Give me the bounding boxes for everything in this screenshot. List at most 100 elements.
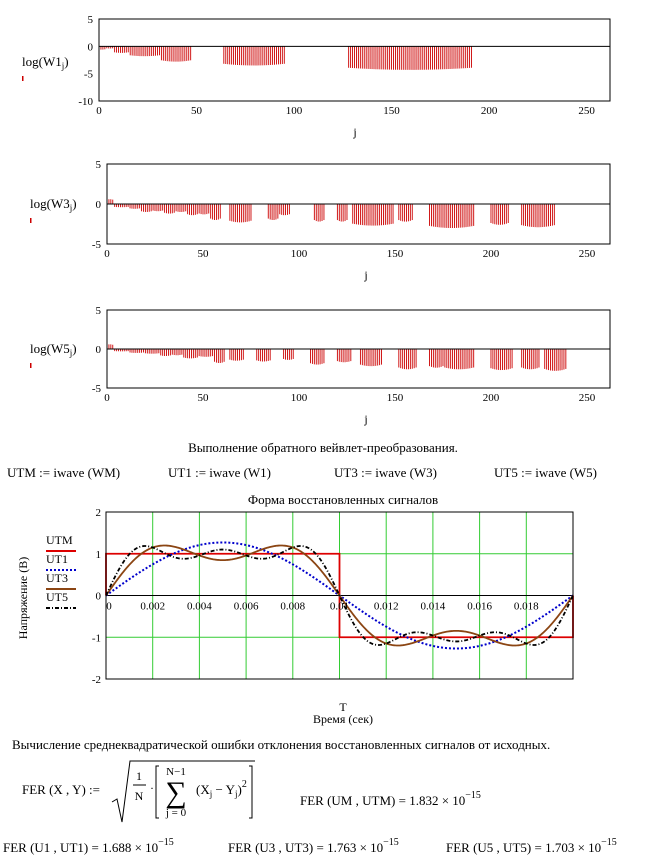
signals-y-ticks: 2 1 0 -1 -2 [92, 507, 102, 686]
x-tick-label: 250 [578, 105, 595, 117]
chart-w1: 50-5-10 0 50 100 150 200 250 log(W1j) j [22, 14, 611, 139]
w5-y-ticks: 5 0 -5 [92, 305, 102, 395]
assign-ut1: UT1 := iwave (W1) [168, 465, 272, 480]
w1-ylabel: log(W1j) [22, 54, 69, 71]
fer-result-u1: FER (U1 , UT1) = 1.688 × 10−15 [3, 837, 174, 855]
y-tick-label: 0 [96, 344, 102, 356]
fer-results: FER (U1 , UT1) = 1.688 × 10−15 FER (U3 ,… [3, 837, 617, 855]
x-tick-label: 200 [481, 105, 498, 117]
x-tick-label: 0.008 [280, 601, 305, 613]
fer-bracket-left [155, 765, 159, 819]
heading-inverse: Выполнение обратного вейвлет-преобразова… [188, 440, 458, 455]
y-tick-label: 0 [88, 41, 94, 53]
w5-xlabel: j [363, 412, 367, 426]
sqrt-sign [111, 760, 255, 823]
fer-sum-body: (Xj − Yj)2 [196, 779, 247, 799]
series-line-ut5 [105, 545, 574, 646]
w5-bars [106, 344, 567, 371]
x-tick-label: 0.004 [187, 601, 212, 613]
legend-label-ut3: UT3 [46, 571, 68, 585]
y-tick-label: 0 [96, 591, 102, 603]
w1-y-ticks: 5 0 -5 -10 [78, 14, 93, 108]
legend-label-ut1: UT1 [46, 552, 68, 566]
y-tick-label: -2 [92, 674, 101, 686]
x-tick-label: 150 [387, 392, 404, 404]
w3-ylabel: log(W3j) [30, 196, 77, 213]
assign-ut5: UT5 := iwave (W5) [494, 465, 598, 480]
x-tick-label: 250 [579, 248, 596, 260]
assign-utm: UTM := iwave (WM) [7, 465, 121, 480]
w1-plot-frame [98, 18, 611, 102]
chart-signals: Форма восстановленных сигналов 2 1 0 -1 -2 0… [16, 492, 574, 726]
fer-result-um: FER (UM , UTM) = 1.832 × 10−15 [300, 790, 481, 808]
y-tick-label: 0 [96, 199, 102, 211]
x-tick-label: 0 [104, 392, 110, 404]
fer-sum-upper: N−1 [166, 766, 186, 778]
x-tick-label: 0.012 [374, 601, 399, 613]
fer-sum-sign: ∑ [165, 776, 186, 809]
w5-ylabel: log(W5j) [30, 341, 77, 358]
w1-x-ticks: 0 50 100 150 200 250 [96, 105, 595, 117]
w3-ylabel-marker [30, 218, 32, 223]
x-tick-label: 0 [104, 248, 110, 260]
chart-w3: 50-5 0 50 100 150 200 250 log(W3j) j [30, 159, 611, 282]
x-tick-label: 200 [483, 392, 500, 404]
x-tick-label: 0.016 [467, 601, 492, 613]
w5-ylabel-marker [30, 363, 32, 368]
fer-result-u3: FER (U3 , UT3) = 1.763 × 10−15 [228, 837, 399, 855]
legend-label-utm: UTM [46, 533, 73, 547]
signals-xlabel: Время (сек) [313, 712, 373, 726]
y-tick-label: -5 [92, 383, 102, 395]
x-tick-label: 0.002 [140, 601, 165, 613]
x-tick-label: 250 [579, 392, 596, 404]
y-tick-label: 5 [96, 159, 102, 171]
w3-bars [106, 199, 555, 228]
w3-x-ticks: 0 50 100 150 200 250 [104, 248, 595, 260]
y-tick-label: 2 [96, 507, 102, 519]
y-tick-label: -5 [92, 239, 102, 251]
signals-legend: UTM UT1 UT3 UT5 [46, 533, 76, 609]
w3-y-ticks: 5 0 -5 [92, 159, 102, 251]
signals-title: Форма восстановленных сигналов [248, 492, 438, 507]
y-tick-label: 5 [88, 14, 94, 26]
y-tick-label: -10 [78, 96, 93, 108]
x-tick-label: 0 [106, 601, 112, 613]
assign-ut3: UT3 := iwave (W3) [334, 465, 438, 480]
fer-frac-num: 1 [136, 769, 142, 783]
x-tick-label: 150 [387, 248, 404, 260]
y-tick-label: 1 [96, 549, 102, 561]
fer-result-u5: FER (U5 , UT5) = 1.703 × 10−15 [446, 837, 617, 855]
chart-w5: 50-5 0 50 100 150 200 250 log(W5j) j [30, 305, 611, 426]
x-tick-label: 0 [96, 105, 102, 117]
x-tick-label: 50 [191, 105, 203, 117]
w1-ylabel-marker [22, 76, 24, 81]
w3-xlabel: j [363, 268, 367, 282]
y-tick-label: -1 [92, 632, 101, 644]
fer-bracket-right [249, 765, 253, 819]
x-tick-label: 100 [286, 105, 303, 117]
fer-sum-lower: j = 0 [165, 807, 187, 819]
y-tick-label: 5 [96, 305, 102, 317]
y-tick-label: -5 [84, 69, 94, 81]
x-tick-label: 100 [291, 248, 308, 260]
x-tick-label: 100 [291, 392, 308, 404]
signals-xlabel-var: T [339, 700, 347, 714]
signals-plot-frame [105, 511, 574, 680]
fer-frac-den: N [135, 789, 144, 803]
x-tick-label: 50 [197, 248, 209, 260]
x-tick-label: 0.018 [514, 601, 539, 613]
legend-label-ut5: UT5 [46, 590, 68, 604]
x-tick-label: 200 [483, 248, 500, 260]
x-tick-label: 50 [197, 392, 209, 404]
heading-error: Вычисление среднеквадратической ошибки о… [12, 737, 551, 752]
x-tick-label: 0.014 [421, 601, 446, 613]
w1-bars [98, 46, 472, 70]
x-tick-label: 0.006 [234, 601, 259, 613]
fer-def-lhs: FER (X , Y) := [22, 782, 100, 797]
fer-dot: · [150, 781, 154, 795]
fer-definition: FER (X , Y) := 1 N · N−1 ∑ j = 0 (Xj − Y… [22, 760, 481, 823]
x-tick-label: 150 [383, 105, 400, 117]
w1-xlabel: j [352, 125, 356, 139]
w5-x-ticks: 0 50 100 150 200 250 [104, 392, 595, 404]
signals-x-ticks: 0 0.002 0.004 0.006 0.008 0.01 0.012 0.014 0.016… [106, 601, 539, 613]
